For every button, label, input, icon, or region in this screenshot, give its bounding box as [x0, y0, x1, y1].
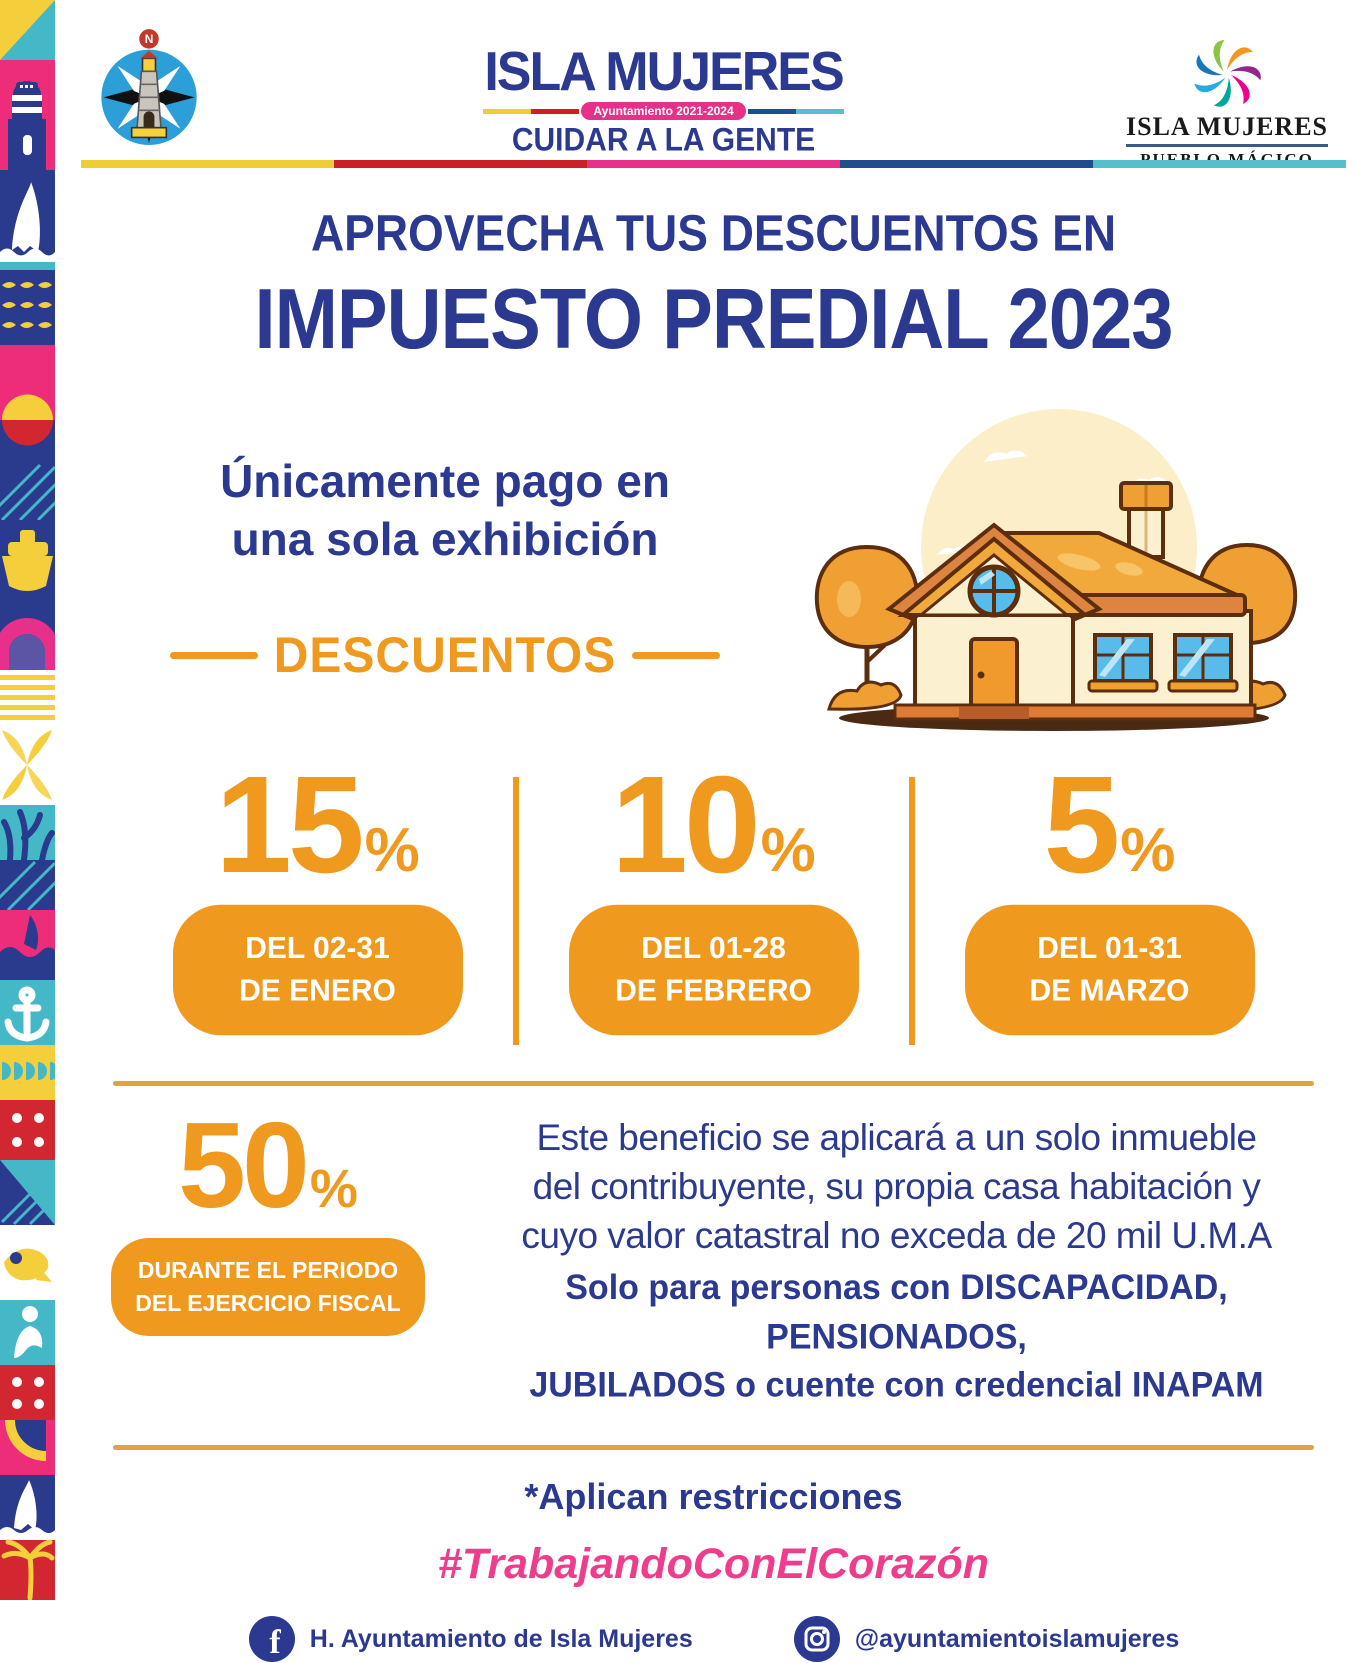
benefit-text: Este beneficio se aplicará a un solo inm…	[521, 1117, 1272, 1256]
pueblo-magico-swirl-icon	[1194, 40, 1261, 107]
special-discount-section: 50 % DURANTE EL PERIODO DEL EJERCICIO FI…	[55, 1097, 1372, 1409]
dots-motif-icon	[12, 1113, 44, 1147]
lighthouse-motif-icon	[8, 81, 46, 170]
wordmark-color-bar: Ayuntamiento 2021-2024	[483, 102, 844, 120]
discount-percent: 15 %	[215, 748, 420, 902]
coral-motif-icon	[1, 809, 55, 863]
facebook-label: H. Ayuntamiento de Isla Mujeres	[309, 1624, 693, 1653]
wave-sail-motif-icon	[24, 915, 38, 950]
wordmark-tagline: CUIDAR A LA GENTE	[511, 122, 816, 159]
section-divider-top	[113, 1081, 1314, 1086]
instagram-icon	[793, 1616, 840, 1663]
discount-period-pill: DEL 01-28 DE FEBRERO	[568, 905, 859, 1036]
palm-motif-icon	[1, 1539, 55, 1600]
vertical-separator	[512, 777, 519, 1045]
discount-enero: 15 % DEL 02-31 DE ENERO	[133, 748, 503, 1045]
vertical-separator	[908, 777, 915, 1045]
instagram-label: @ayuntamientoislamujeres	[854, 1624, 1180, 1653]
petals-motif-icon	[2, 730, 52, 800]
discount-percent: 10 %	[611, 748, 816, 902]
left-tree	[814, 544, 919, 697]
shark-fin-motif-icon	[12, 182, 40, 252]
anchor-motif-icon	[4, 986, 50, 1042]
isla-mujeres-lighthouse-emblem-icon: N	[101, 29, 197, 145]
person-motif-icon	[14, 1306, 43, 1358]
special-discount-figure: 50 % DURANTE EL PERIODO DEL EJERCICIO FI…	[103, 1097, 433, 1409]
arch-motif-icon	[0, 618, 55, 670]
house-illustration-icon	[814, 409, 1297, 731]
social-footer: f H. Ayuntamiento de Isla Mujeres @ayunt…	[55, 1615, 1372, 1663]
right-dash	[632, 652, 721, 659]
decorative-border-strip	[0, 0, 55, 1600]
pueblo-magico-title: ISLA MUJERES	[1126, 112, 1328, 147]
section-divider-bottom	[113, 1445, 1314, 1451]
instagram-item: @ayuntamientoislamujeres	[793, 1615, 1180, 1663]
discounts-row: 15 % DEL 02-31 DE ENERO 10 % DEL 01-28 D…	[55, 748, 1372, 1045]
intro-text: Únicamente pago en una sola exhibición	[220, 455, 670, 565]
boat-motif-icon	[2, 530, 53, 591]
facebook-icon: f	[248, 1616, 295, 1663]
sun-motif-icon	[2, 394, 53, 420]
header: N ISLA MUJERES Ayuntamiento 2021-2024 CU…	[55, 0, 1372, 169]
facebook-item: f H. Ayuntamiento de Isla Mujeres	[248, 1615, 693, 1663]
ayuntamiento-badge: Ayuntamiento 2021-2024	[581, 102, 746, 120]
restrictions-note: *Aplican restricciones	[524, 1476, 903, 1518]
laurel-motif-icon	[2, 282, 52, 328]
wordmark-title: ISLA MUJERES	[484, 41, 844, 103]
svg-text:f: f	[269, 1624, 281, 1661]
isla-mujeres-wordmark: ISLA MUJERES Ayuntamiento 2021-2024 CUID…	[483, 41, 845, 159]
descuentos-heading: DESCUENTOS	[169, 628, 721, 683]
discount-febrero: 10 % DEL 01-28 DE FEBRERO	[529, 748, 899, 1045]
headline-line1: APROVECHA TUS DESCUENTOS EN	[310, 204, 1117, 262]
benefit-conditions: Solo para personas con DISCAPACIDAD, PEN…	[529, 1268, 1264, 1406]
pueblo-magico-logo: ISLA MUJERES PUEBLO MÁGICO	[1122, 32, 1332, 170]
campaign-hashtag: #TrabajandoConElCorazón	[437, 1540, 990, 1589]
headline-line2: IMPUESTO PREDIAL 2023	[254, 271, 1173, 368]
special-period-pill: DURANTE EL PERIODO DEL EJERCICIO FISCAL	[111, 1237, 425, 1337]
left-dash	[169, 652, 258, 659]
discount-period-pill: DEL 01-31 DE MARZO	[964, 905, 1255, 1036]
discount-percent: 5 %	[1043, 748, 1176, 902]
fish-motif-icon	[4, 1248, 52, 1282]
multicolor-divider	[81, 160, 1346, 168]
svg-text:N: N	[145, 32, 154, 46]
scallops-motif-icon	[2, 1062, 55, 1080]
discount-marzo: 5 % DEL 01-31 DE MARZO	[925, 748, 1295, 1045]
discount-period-pill: DEL 02-31 DE ENERO	[172, 905, 463, 1036]
special-percent: 50 %	[178, 1097, 358, 1233]
